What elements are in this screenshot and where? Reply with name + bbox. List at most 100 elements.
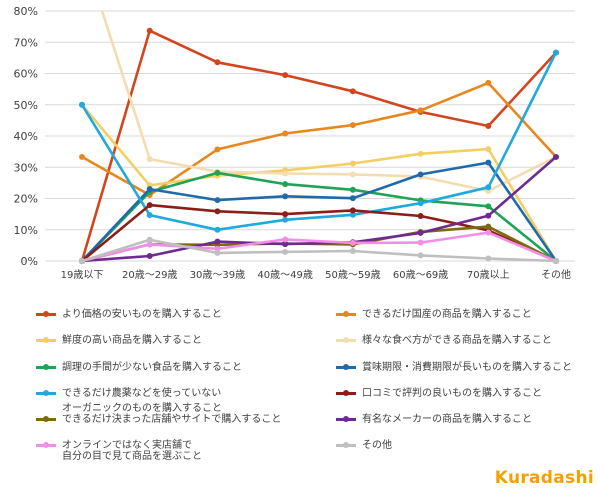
data-point-1-4	[349, 122, 356, 129]
data-point-11-4	[349, 248, 356, 254]
x-tick-label: 60歳～69歳	[393, 269, 448, 281]
y-tick-label: 70%	[14, 36, 38, 49]
series-line-10	[81, 231, 557, 263]
legend-label: できるだけ国産の商品を購入すること	[362, 309, 532, 320]
x-tick-label: 40歳～49歳	[257, 269, 312, 281]
legend-swatch	[36, 364, 56, 370]
legend-swatch	[336, 364, 356, 370]
data-point-6-4	[349, 211, 356, 218]
data-point-5-1	[146, 186, 153, 193]
legend-item: より価格の安いものを購入すること	[36, 309, 296, 322]
data-point-11-1	[146, 236, 153, 243]
legend-swatch	[36, 311, 56, 317]
y-tick-label: 80%	[14, 5, 38, 18]
data-point-1-3	[282, 130, 289, 137]
data-point-4-6	[485, 203, 492, 210]
data-point-7-5	[417, 213, 424, 219]
data-point-0-6	[485, 123, 492, 129]
legend-item: 口コミで評判の良いものを購入すること	[336, 388, 596, 401]
legend-swatch	[36, 337, 56, 343]
legend-label: 調理の手間が少ない食品を購入すること	[62, 362, 242, 373]
legend-item: 有名なメーカーの商品を購入すること	[336, 414, 596, 427]
legend-label: その他	[362, 440, 392, 451]
y-tick-label: 10%	[14, 224, 38, 237]
x-tick-label: 20歳～29歳	[122, 269, 177, 281]
legend-item: オーガニックのものを購入すること できるだけ決まった店舗やサイトで購入すること	[36, 403, 296, 427]
data-point-0-3	[282, 72, 289, 79]
chart-legend: より価格の安いものを購入すること できるだけ国産の商品を購入すること鮮度の高い商品…	[0, 290, 600, 470]
data-point-9-7	[553, 153, 559, 160]
legend-label: 様々な食べ方ができる商品を購入すること	[362, 335, 552, 346]
data-point-10-1	[146, 241, 153, 248]
data-point-3-1	[146, 156, 153, 163]
data-point-10-5	[417, 239, 424, 246]
legend-label: より価格の安いものを購入すること	[62, 309, 222, 320]
y-tick-label: 0%	[21, 255, 38, 268]
data-point-3-4	[349, 171, 356, 178]
series-line-11	[81, 238, 557, 263]
legend-swatch	[336, 442, 356, 448]
series-line-6	[80, 52, 558, 232]
data-point-3-3	[282, 170, 289, 177]
data-point-2-6	[485, 146, 492, 153]
data-point-10-4	[349, 239, 356, 246]
legend-item: その他	[336, 440, 596, 453]
data-point-11-3	[282, 248, 289, 255]
data-point-9-2	[214, 238, 221, 245]
data-point-7-2	[214, 208, 221, 215]
legend-label: オーガニックのものを購入すること できるだけ決まった店舗やサイトで購入すること	[62, 403, 282, 425]
data-point-6-7	[553, 49, 559, 56]
x-tick-label: 70歳以上	[467, 269, 510, 281]
data-point-5-4	[349, 195, 356, 202]
data-point-11-7	[553, 258, 559, 264]
y-tick-label: 20%	[14, 193, 38, 206]
series-line-9	[81, 155, 557, 263]
series-line-0	[80, 29, 557, 262]
y-tick-label: 30%	[14, 161, 38, 174]
series-line-1	[81, 81, 557, 197]
legend-swatch	[336, 311, 356, 317]
data-point-1-6	[485, 79, 492, 86]
legend-item: できるだけ農薬などを使っていない	[36, 388, 296, 401]
data-point-4-2	[214, 169, 221, 176]
x-tick-label: その他	[541, 268, 571, 281]
data-point-2-4	[349, 160, 356, 167]
line-chart: 0% 10% 20% 30% 40% 50% 60% 70% 80% 19歳以下 20歳～29歳 30…	[14, 5, 575, 281]
data-point-9-6	[485, 212, 492, 219]
legend-label: できるだけ農薬などを使っていない	[62, 388, 222, 399]
legend-label: オンラインではなく実店舗で 自分の目で見て商品を選ぶこと	[62, 440, 202, 462]
x-tick-label: 30歳～39歳	[190, 269, 245, 281]
data-point-5-6	[485, 159, 492, 166]
data-point-5-2	[214, 197, 221, 204]
data-point-5-5	[417, 171, 424, 178]
legend-label: 鮮度の高い商品を購入すること	[62, 335, 202, 346]
data-point-9-5	[417, 229, 424, 236]
legend-item: オンラインではなく実店舗で 自分の目で見て商品を選ぶこと	[36, 440, 296, 464]
legend-label: 口コミで評判の良いものを購入すること	[362, 388, 542, 399]
data-point-4-4	[349, 186, 356, 193]
legend-item: 鮮度の高い商品を購入すること	[36, 335, 296, 348]
data-point-9-1	[146, 253, 153, 259]
data-point-6-0	[79, 101, 85, 108]
data-point-1-0	[79, 153, 85, 160]
data-point-1-5	[417, 107, 424, 114]
series-line-5	[81, 161, 558, 262]
data-point-6-3	[282, 216, 289, 223]
series-line-2	[81, 103, 558, 262]
data-point-9-3	[282, 241, 289, 248]
legend-swatch	[36, 390, 56, 396]
data-point-11-2	[214, 249, 221, 256]
legend-item: できるだけ国産の商品を購入すること	[336, 309, 596, 322]
x-tick-label: 50歳～59歳	[325, 269, 380, 281]
legend-swatch	[336, 390, 356, 396]
legend-swatch	[36, 442, 56, 448]
legend-item: 賞味期限・消費期限が長いものを購入すること	[336, 362, 596, 375]
data-point-7-4	[349, 207, 356, 214]
y-tick-label: 60%	[14, 68, 38, 81]
data-point-10-3	[282, 236, 289, 243]
data-point-11-5	[417, 252, 424, 259]
x-tick-label: 19歳以下	[61, 269, 104, 281]
data-point-2-5	[417, 150, 424, 157]
data-point-11-0	[79, 258, 85, 264]
legend-item: 様々な食べ方ができる商品を購入すること	[336, 335, 596, 348]
